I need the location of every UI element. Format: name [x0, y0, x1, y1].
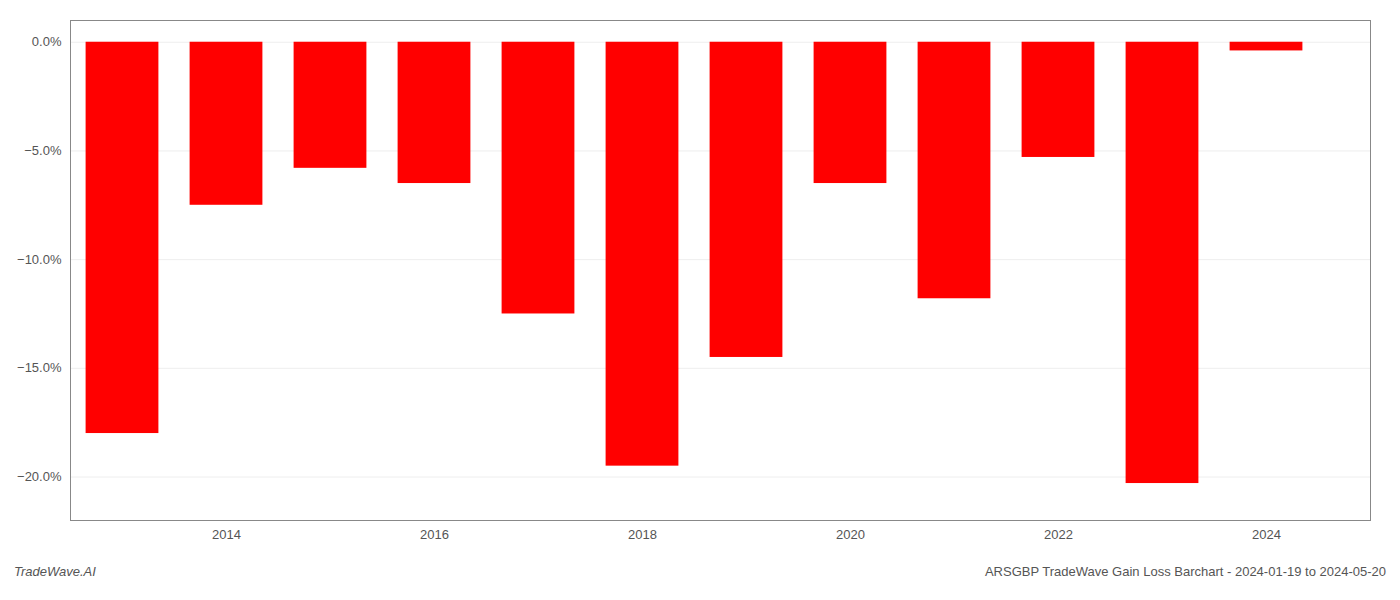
svg-text:−10.0%: −10.0%	[17, 252, 62, 267]
html-text:TradeWave.AI: TradeWave.AI	[14, 564, 96, 579]
svg-text:−5.0%: −5.0%	[24, 143, 62, 158]
svg-text:2022: 2022	[1044, 527, 1073, 542]
svg-text:−15.0%: −15.0%	[17, 360, 62, 375]
svg-text:2016: 2016	[420, 527, 449, 542]
svg-text:−20.0%: −20.0%	[17, 469, 62, 484]
html-text:ARSGBP TradeWave Gain Loss Bar: ARSGBP TradeWave Gain Loss Barchart - 20…	[984, 564, 1386, 579]
svg-text:2024: 2024	[1252, 527, 1281, 542]
svg-text:2014: 2014	[212, 527, 241, 542]
svg-text:2018: 2018	[628, 527, 657, 542]
svg-text:0.0%: 0.0%	[32, 34, 62, 49]
svg-text:2020: 2020	[836, 527, 865, 542]
